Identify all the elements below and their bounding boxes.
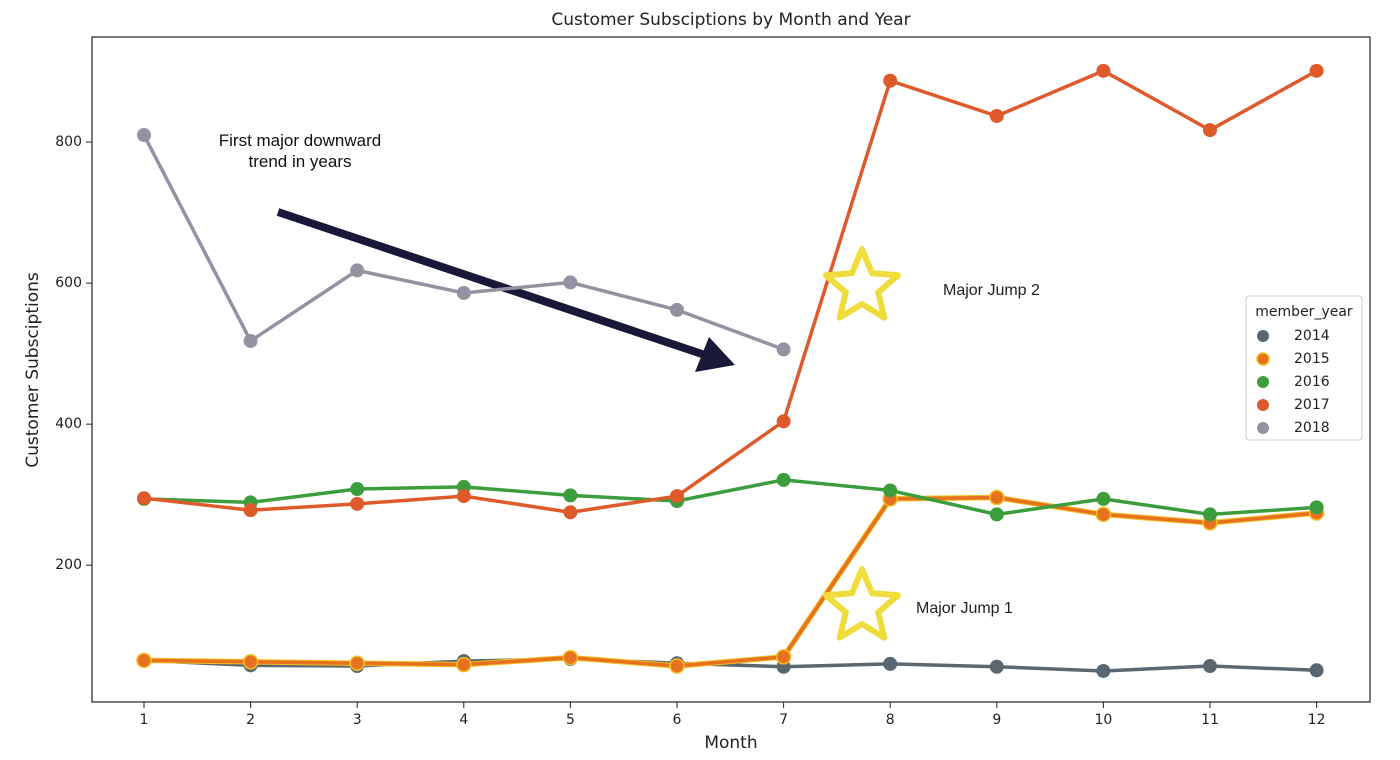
- star: [822, 566, 902, 641]
- y-tick-label: 800: [55, 134, 82, 150]
- legend-label: 2015: [1294, 351, 1330, 367]
- x-tick-label: 9: [992, 712, 1001, 728]
- arrow-head: [695, 337, 735, 372]
- x-tick-label: 8: [886, 712, 895, 728]
- point: [1309, 63, 1324, 78]
- point: [1096, 63, 1111, 78]
- chart-title: Customer Subsciptions by Month and Year: [551, 10, 910, 30]
- series-line: [143, 657, 1317, 673]
- y-tick-label: 200: [55, 557, 82, 573]
- series-line: [143, 495, 1317, 668]
- point: [1096, 663, 1111, 678]
- point: [456, 285, 471, 300]
- point: [242, 654, 259, 670]
- point: [775, 649, 792, 665]
- point: [243, 333, 258, 348]
- point: [989, 108, 1004, 123]
- annotation: First major downward trend in years: [218, 131, 382, 171]
- point: [456, 489, 471, 504]
- point: [1096, 491, 1111, 506]
- point: [563, 505, 578, 520]
- star: [822, 246, 902, 321]
- legend-label: 2017: [1294, 397, 1330, 413]
- point: [883, 483, 898, 498]
- point: [1309, 663, 1324, 678]
- point: [883, 73, 898, 88]
- x-tick-label: 5: [566, 712, 575, 728]
- point: [989, 659, 1004, 674]
- x-tick-label: 11: [1201, 712, 1219, 728]
- legend-title: member_year: [1255, 304, 1353, 320]
- x-tick-label: 12: [1308, 712, 1326, 728]
- point: [350, 496, 365, 511]
- x-tick-label: 1: [140, 712, 149, 728]
- point: [1203, 659, 1217, 674]
- point: [1095, 506, 1112, 523]
- point: [243, 503, 258, 518]
- plot-frame: [91, 36, 1371, 703]
- annotation: Major Jump 1: [916, 600, 1013, 617]
- legend-marker: [1256, 352, 1270, 366]
- point: [670, 302, 684, 317]
- point: [883, 656, 898, 671]
- point: [562, 649, 579, 666]
- point: [776, 342, 791, 357]
- legend-marker: [1257, 399, 1269, 411]
- series-line: [143, 478, 1317, 517]
- legend-marker: [1257, 422, 1269, 434]
- point: [137, 491, 151, 506]
- legend-marker: [1257, 330, 1269, 342]
- point: [1203, 123, 1217, 138]
- legend-box: [1245, 295, 1363, 441]
- point: [669, 658, 685, 674]
- point: [349, 655, 365, 671]
- point: [989, 489, 1005, 506]
- point: [137, 128, 151, 143]
- point: [1309, 500, 1324, 515]
- x-tick-label: 4: [459, 712, 468, 728]
- point: [563, 275, 578, 290]
- point: [350, 263, 365, 278]
- annotation: Major Jump 2: [943, 282, 1040, 299]
- y-tick-label: 600: [55, 275, 82, 291]
- legend-marker: [1257, 376, 1269, 388]
- point: [563, 488, 578, 503]
- legend-label: 2018: [1294, 420, 1330, 436]
- x-tick-label: 3: [353, 712, 362, 728]
- point: [670, 489, 684, 504]
- y-tick-label: 400: [55, 416, 82, 432]
- point: [989, 507, 1004, 522]
- legend-label: 2016: [1294, 374, 1330, 390]
- point: [1203, 507, 1217, 522]
- point: [456, 656, 472, 673]
- series-line-edge: [143, 494, 1317, 669]
- point: [776, 414, 791, 429]
- arrow-shaft: [276, 208, 707, 359]
- y-axis-label: Customer Subsciptions: [23, 272, 43, 468]
- x-tick-label: 7: [779, 712, 788, 728]
- legend-label: 2014: [1294, 328, 1330, 344]
- point: [350, 482, 365, 497]
- point: [776, 472, 791, 487]
- x-axis-label: Month: [704, 733, 757, 753]
- point: [136, 652, 152, 669]
- x-tick-label: 2: [246, 712, 255, 728]
- series-line: [143, 68, 1318, 515]
- x-tick-label: 10: [1094, 712, 1112, 728]
- x-tick-label: 6: [673, 712, 682, 728]
